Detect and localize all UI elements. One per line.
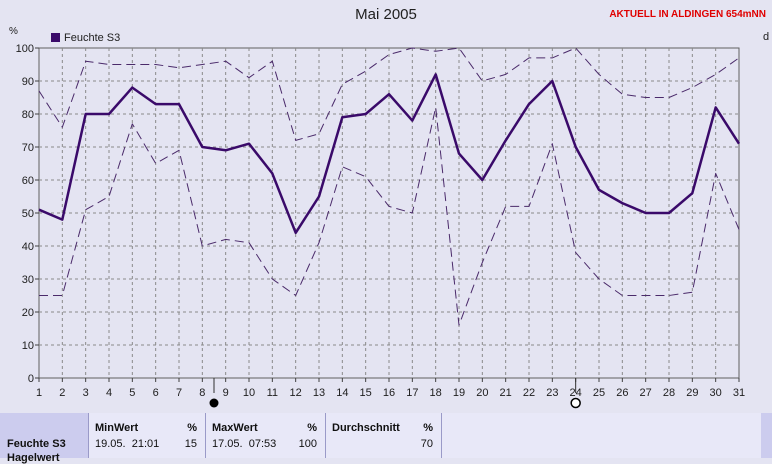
min-label: MinWert [95,422,139,434]
avg-unit: % [423,422,433,434]
x-tick-label: 26 [616,387,628,399]
series-line-main [38,73,741,235]
y-tick-label: 100 [16,43,34,55]
empty-cell [441,413,761,458]
x-tick-label: 23 [546,387,558,399]
data-lines [38,47,741,326]
legend-swatch [51,33,60,42]
max-value: 100 [298,438,317,450]
location-label: AKTUELL IN ALDINGEN 654mNN [609,9,766,20]
x-tick-label: 31 [733,387,745,399]
right-axis-unit: d [763,31,770,43]
x-tick-label: 25 [593,387,605,399]
series-line-1 [38,47,740,141]
x-tick-label: 15 [360,387,372,399]
y-tick-label: 10 [22,340,34,352]
y-tick-label: 50 [22,208,34,220]
chart-legend: Feuchte S3 [51,32,120,44]
x-tick-label: 8 [199,387,205,399]
stats-series-next: Hagelwert [7,452,60,464]
chart-title: Mai 2005 [355,6,417,23]
min-unit: % [187,422,197,434]
x-tick-label: 4 [106,387,112,399]
x-axis-ticks: 1 2 3 4 5 6 7 8 9 10 11 12 13 14 15 16 17 18 19 20 21 22 23 24 2… [36,387,745,399]
x-tick-label: 10 [243,387,255,399]
legend-label: Feuchte S3 [64,32,120,44]
x-tick-label: 12 [290,387,302,399]
x-tick-label: 16 [383,387,395,399]
y-tick-label: 20 [22,307,34,319]
avg-value: 70 [420,438,433,450]
max-unit: % [307,422,317,434]
x-tick-label: 5 [129,387,135,399]
full-moon-icon [570,397,581,409]
x-tick-label: 7 [176,387,182,399]
x-tick-label: 3 [83,387,89,399]
y-tick-label: 0 [28,373,34,385]
y-tick-label: 30 [22,274,34,286]
x-tick-label: 19 [453,387,465,399]
y-tick-label: 80 [22,109,34,121]
x-tick-label: 14 [336,387,348,399]
x-tick-label: 20 [476,387,488,399]
moon-markers [209,378,581,409]
y-tick-label: 70 [22,142,34,154]
stats-series-name: Feuchte S3 [7,438,66,450]
y-tick-label: 90 [22,76,34,88]
x-tick-label: 29 [686,387,698,399]
min-cell: MinWert % 19.05. 21:01 15 [88,413,205,458]
y-axis-ticks: 0 10 20 30 40 50 60 70 80 90 100 [16,43,34,385]
x-tick-label: 18 [430,387,442,399]
x-tick-label: 27 [640,387,652,399]
avg-label: Durchschnitt [332,422,400,434]
x-tick-label: 21 [500,387,512,399]
x-tick-label: 6 [153,387,159,399]
min-value: 15 [184,438,197,450]
x-tick-label: 13 [313,387,325,399]
x-tick-label: 28 [663,387,675,399]
y-tick-label: 40 [22,241,34,253]
y-axis-unit: % [9,26,18,37]
y-tick-label: 60 [22,175,34,187]
max-cell: MaxWert % 17.05. 07:53 100 [205,413,325,458]
max-label: MaxWert [212,422,258,434]
new-moon-icon [209,398,219,408]
stats-panel: MinWert % 19.05. 21:01 15 MaxWert % 17.0… [0,413,772,458]
x-tick-label: 11 [267,387,278,399]
x-tick-label: 9 [223,387,229,399]
x-tick-label: 17 [406,387,418,399]
x-tick-label: 30 [710,387,722,399]
series-line-2 [39,106,740,326]
chart-grid [35,47,740,382]
x-tick-label: 2 [59,387,65,399]
max-datetime: 17.05. 07:53 [212,438,277,450]
x-tick-label: 1 [36,387,42,399]
x-tick-label: 22 [523,387,535,399]
min-datetime: 19.05. 21:01 [95,438,160,450]
avg-cell: Durchschnitt % 70 [325,413,441,458]
